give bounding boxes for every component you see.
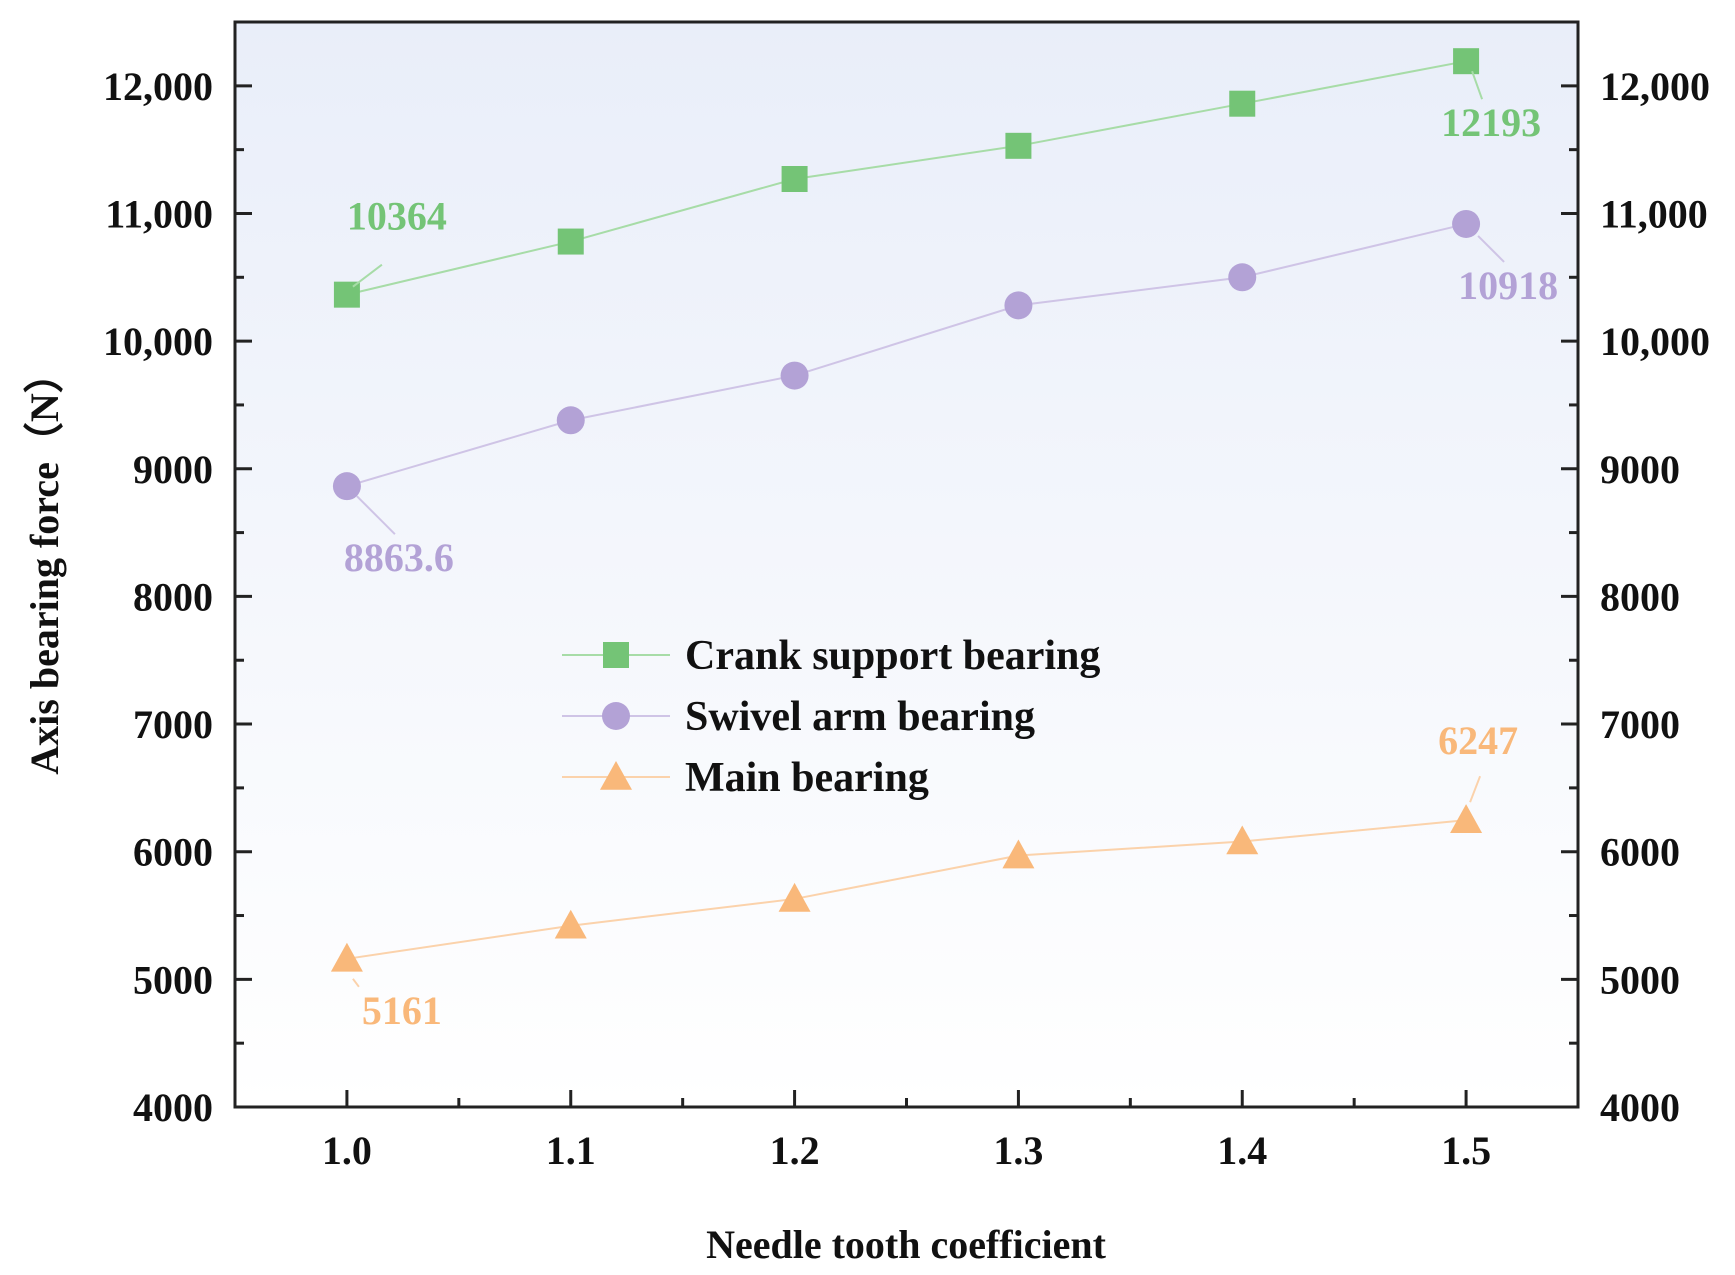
x-tick-label: 1.2 bbox=[770, 1128, 820, 1173]
data-label: 10918 bbox=[1458, 263, 1558, 308]
y-tick-label-right: 11,000 bbox=[1600, 191, 1708, 236]
y-tick-label-left: 10,000 bbox=[103, 319, 213, 364]
leader-line bbox=[352, 263, 383, 288]
data-point-1-0 bbox=[332, 472, 361, 501]
y-tick-label-left: 6000 bbox=[133, 830, 213, 875]
data-point-0-0 bbox=[333, 281, 360, 308]
data-point-2-5 bbox=[1450, 804, 1483, 833]
x-axis-title: Needle tooth coefficient bbox=[706, 1222, 1107, 1267]
data-point-1-3 bbox=[1004, 291, 1033, 320]
data-point-0-5 bbox=[1453, 48, 1480, 75]
series-line-2 bbox=[346, 819, 1467, 960]
y-tick-label-right: 10,000 bbox=[1600, 319, 1710, 364]
x-tick-label: 1.1 bbox=[546, 1128, 596, 1173]
data-point-1-4 bbox=[1228, 263, 1257, 292]
x-tick-label: 1.4 bbox=[1217, 1128, 1267, 1173]
y-tick-label-right: 5000 bbox=[1600, 957, 1680, 1002]
legend-marker-2 bbox=[600, 761, 632, 790]
y-tick-label-right: 7000 bbox=[1600, 702, 1680, 747]
data-point-2-4 bbox=[1226, 825, 1259, 855]
data-label: 5161 bbox=[362, 988, 442, 1033]
data-label: 8863.6 bbox=[344, 535, 454, 580]
legend-marker-1 bbox=[602, 702, 630, 730]
legend-marker-0 bbox=[603, 642, 629, 668]
y-tick-label-left: 12,000 bbox=[103, 64, 213, 109]
data-point-1-1 bbox=[556, 406, 585, 435]
data-point-2-3 bbox=[1002, 839, 1035, 869]
series-line-1 bbox=[346, 222, 1467, 488]
data-label: 12193 bbox=[1441, 100, 1541, 145]
plot-area bbox=[235, 22, 1578, 1107]
leader-line bbox=[1477, 235, 1505, 263]
data-point-1-5 bbox=[1452, 209, 1481, 238]
data-point-2-0 bbox=[330, 942, 363, 972]
y-tick-label-left: 5000 bbox=[133, 957, 213, 1002]
leader-line bbox=[1471, 70, 1484, 100]
y-tick-label-right: 8000 bbox=[1600, 574, 1680, 619]
y-tick-label-left: 7000 bbox=[133, 702, 213, 747]
data-point-0-1 bbox=[557, 228, 584, 255]
data-point-0-2 bbox=[781, 166, 808, 193]
data-point-2-2 bbox=[778, 882, 811, 912]
legend-label-1: Swivel arm bearing bbox=[685, 694, 1035, 740]
y-tick-label-left: 4000 bbox=[133, 1085, 213, 1130]
series-line-0 bbox=[346, 60, 1467, 296]
x-tick-label: 1.3 bbox=[993, 1128, 1043, 1173]
y-axis-title: Axis bearing force（N） bbox=[22, 353, 67, 774]
data-point-0-4 bbox=[1229, 90, 1256, 117]
legend-label-2: Main bearing bbox=[685, 755, 929, 801]
x-tick-label: 1.0 bbox=[322, 1128, 372, 1173]
data-point-0-3 bbox=[1005, 132, 1032, 159]
y-tick-label-left: 8000 bbox=[133, 574, 213, 619]
y-tick-label-right: 9000 bbox=[1600, 447, 1680, 492]
y-tick-label-right: 4000 bbox=[1600, 1085, 1680, 1130]
data-point-2-1 bbox=[554, 909, 587, 939]
y-tick-label-right: 12,000 bbox=[1600, 64, 1710, 109]
leader-line bbox=[352, 978, 360, 988]
legend-label-0: Crank support bearing bbox=[685, 633, 1100, 679]
data-label: 10364 bbox=[347, 194, 447, 239]
y-tick-label-right: 6000 bbox=[1600, 830, 1680, 875]
x-tick-label: 1.5 bbox=[1441, 1128, 1491, 1173]
data-point-1-2 bbox=[780, 361, 809, 390]
leader-line bbox=[356, 495, 396, 535]
y-tick-label-left: 11,000 bbox=[105, 191, 213, 236]
plot-frame bbox=[233, 20, 1580, 1109]
leader-line bbox=[1469, 775, 1482, 803]
data-label: 6247 bbox=[1438, 718, 1518, 763]
y-tick-label-left: 9000 bbox=[133, 447, 213, 492]
